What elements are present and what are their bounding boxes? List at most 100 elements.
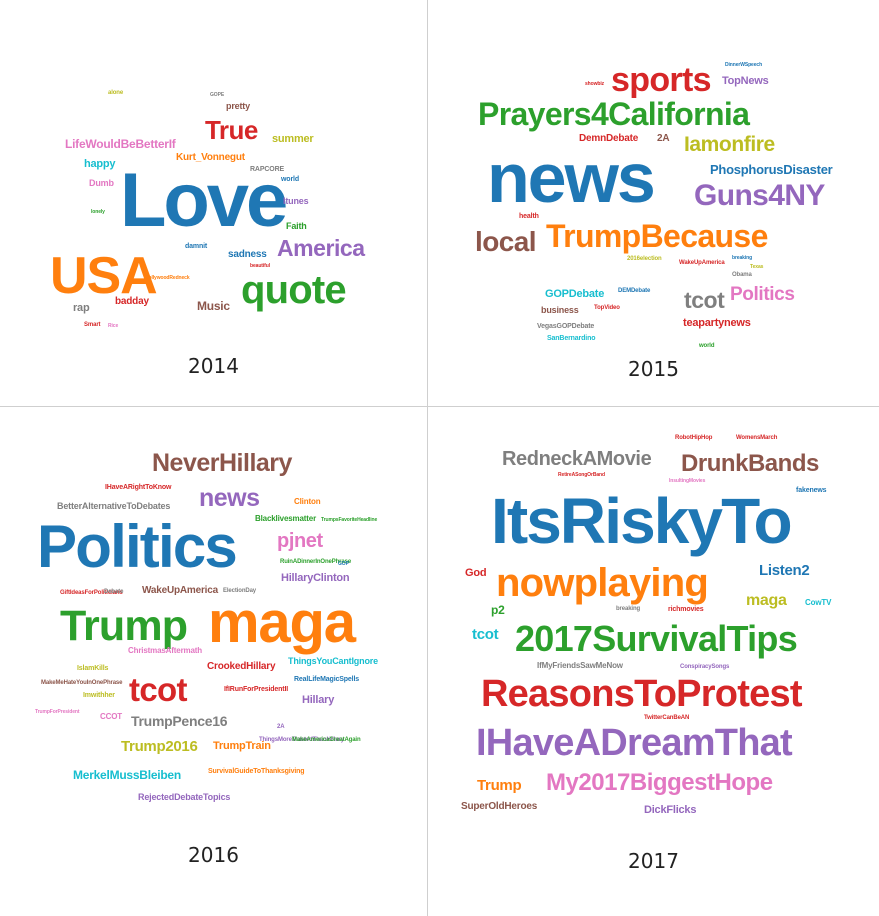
cloud-word: 2017SurvivalTips [515, 618, 798, 659]
cloud-word: CrookedHillary [207, 661, 276, 672]
cloud-word: NeverHillary [152, 449, 292, 477]
cloud-word: 2A [277, 724, 285, 730]
cloud-word: RetireASongOrBand [558, 472, 605, 478]
cloud-word: Trump [60, 602, 188, 650]
cloud-word: MakeAmericaGreatAgain [292, 737, 361, 743]
cloud-word: lonely [91, 209, 105, 215]
word-cloud: NeverHillary IHaveARightToKnow news Clin… [0, 407, 427, 916]
cloud-word: HollywoodRedneck [145, 275, 190, 281]
cloud-word: Trump [477, 777, 522, 794]
cloud-word: Rice [108, 323, 119, 329]
cloud-word: InsultingMovies [669, 478, 706, 484]
cloud-word: alone [108, 90, 124, 96]
cloud-word: TrumpPence16 [131, 713, 228, 729]
cloud-word: DemnDebate [579, 133, 639, 144]
cloud-word: America [277, 235, 365, 261]
cloud-word: Debate [104, 589, 124, 595]
cloud-word: TwitterCanBeAN [644, 715, 690, 721]
cloud-word: PhosphorusDisaster [710, 162, 833, 177]
cloud-word: SurvivalGuideToThanksgiving [208, 768, 305, 775]
cloud-word: ThingsYouCantIgnore [288, 656, 378, 666]
cloud-word: DrunkBands [681, 450, 819, 477]
cloud-word: 2016election [627, 256, 662, 262]
cloud-word: WakeUpAmerica [679, 260, 725, 266]
cloud-word: Music [197, 299, 230, 313]
cloud-word: MakeMeHateYouInOnePhrase [41, 680, 123, 686]
cloud-word: Love [120, 158, 288, 243]
cloud-word: TopVideo [594, 305, 620, 311]
cloud-word: GOPE [210, 92, 225, 98]
cloud-word: IHaveARightToKnow [105, 484, 172, 491]
cloud-word: SuperOldHeroes [461, 801, 538, 812]
cloud-word: TrumpForPresident [35, 709, 80, 715]
cloud-word: pjnet [277, 530, 323, 552]
cloud-word: VegasGOPDebate [537, 323, 595, 330]
cloud-word: DEMDebate [618, 288, 651, 294]
cloud-word: God [465, 567, 487, 579]
cloud-word: RAPCORE [250, 166, 285, 173]
cloud-word: health [519, 213, 539, 220]
cloud-word: ChristmasAftermath [128, 646, 203, 655]
cloud-word: CowTV [805, 598, 832, 607]
cloud-word: happy [84, 158, 116, 170]
cloud-word: WomensMarch [736, 435, 778, 441]
cloud-word: badday [115, 296, 149, 307]
cloud-word: WakeUpAmerica [142, 585, 218, 596]
cloud-word: Politics [730, 284, 795, 305]
cloud-word: USA [50, 247, 158, 305]
cloud-word: ConspiracySongs [680, 664, 730, 670]
cloud-word: Trump2016 [121, 738, 198, 755]
cloud-word: RedneckAMovie [502, 448, 652, 470]
cloud-word: Smart [84, 322, 101, 328]
cloud-word: rap [73, 302, 90, 314]
cloud-word: business [541, 305, 579, 315]
cloud-word: Politics [37, 513, 238, 580]
cloud-word: ReasonsToProtest [481, 673, 803, 715]
cloud-word: tcot [684, 287, 725, 313]
cloud-word: 2A [657, 133, 670, 144]
cloud-word: maga [746, 592, 787, 609]
cloud-word: RejectedDebateTopics [138, 792, 231, 802]
cloud-word: teapartynews [683, 317, 751, 329]
cloud-word: TrumpTrain [213, 740, 271, 752]
cloud-word: Prayers4California [478, 96, 750, 132]
cloud-word: IHaveADreamThat [476, 722, 793, 764]
cloud-word: Texas [750, 264, 764, 270]
cloud-word: tcot [472, 626, 499, 643]
cloud-word: Kurt_Vonnegut [176, 152, 245, 163]
wordcloud-panel-2017: RobotHipHop WomensMarch RedneckAMovie Dr… [428, 407, 879, 916]
cloud-word: damnit [185, 243, 208, 250]
cloud-word: news [199, 484, 260, 512]
cloud-word: LifeWouldBeBetterIf [65, 137, 176, 151]
wordcloud-panel-2016: NeverHillary IHaveARightToKnow news Clin… [0, 407, 427, 916]
cloud-word: DickFlicks [644, 804, 697, 816]
cloud-word: quote [241, 268, 347, 312]
cloud-word: RuinADinnerInOnePhrase [280, 559, 352, 565]
cloud-word: local [475, 226, 537, 257]
cloud-word: IfIRunForPresidentII [224, 686, 289, 693]
cloud-word: TrumpsFavoriteHeadline [321, 517, 378, 523]
cloud-word: Hillary [302, 694, 335, 706]
year-label: 2016 [188, 843, 239, 867]
cloud-word: HillaryClinton [281, 572, 350, 584]
vertical-divider [427, 0, 428, 916]
cloud-word: CCOT [100, 712, 123, 721]
cloud-word: My2017BiggestHope [546, 769, 773, 796]
cloud-word: breaking [732, 255, 753, 261]
cloud-word: Obama [732, 272, 752, 278]
cloud-word: world [281, 176, 299, 183]
cloud-word: BetterAlternativeToDebates [57, 501, 171, 511]
cloud-word: IslamKills [77, 665, 109, 672]
cloud-word: GOPDebate [545, 288, 605, 300]
word-cloud: RobotHipHop WomensMarch RedneckAMovie Dr… [428, 407, 879, 916]
cloud-word: Clinton [294, 497, 321, 506]
cloud-word: GiftIdeasForPoliticians [60, 590, 123, 596]
cloud-word: RobotHipHop [675, 435, 713, 441]
cloud-word: Itunes [283, 196, 309, 206]
cloud-word: sports [611, 61, 712, 99]
cloud-word: tcot [129, 671, 188, 708]
cloud-word: DinnerWSpeech [725, 62, 763, 68]
cloud-word: GOP [338, 561, 349, 567]
cloud-word: sadness [228, 249, 267, 260]
cloud-word: maga [208, 590, 356, 655]
